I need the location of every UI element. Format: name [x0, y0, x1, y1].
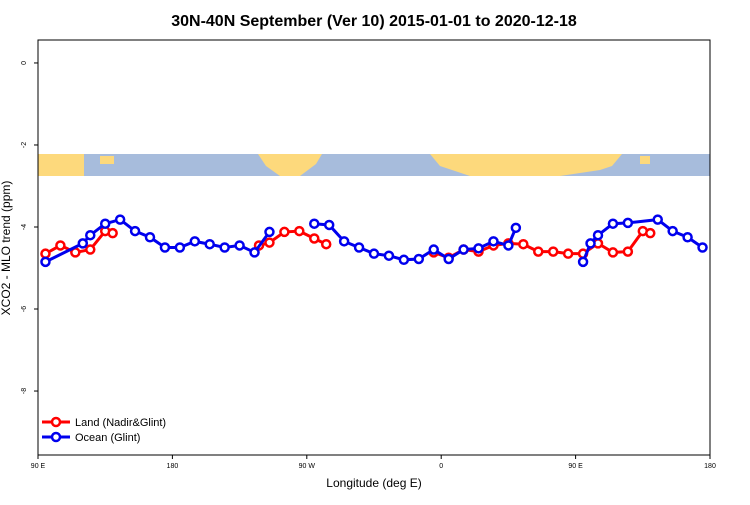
plot-frame — [37, 39, 711, 456]
data-point — [585, 238, 596, 249]
data-point — [55, 240, 66, 251]
data-point — [428, 244, 439, 255]
data-point — [533, 246, 544, 257]
x-tick-label: 180 — [167, 463, 179, 470]
data-point — [323, 219, 335, 231]
data-point — [607, 218, 619, 229]
y-axis-label: XCO2 - MLO trend (ppm) — [0, 181, 13, 316]
data-point — [443, 253, 454, 265]
legend-label: Ocean (Glint) — [75, 432, 140, 444]
map-band — [38, 154, 710, 176]
x-axis-label: Longitude (deg E) — [326, 476, 421, 490]
y-tick-label: -8 — [21, 388, 28, 394]
data-point — [667, 225, 678, 237]
data-point — [204, 238, 215, 250]
chart-title: 30N-40N September (Ver 10) 2015-01-01 to… — [171, 13, 577, 30]
data-point — [129, 225, 141, 237]
data-point — [309, 218, 320, 229]
data-point — [398, 254, 410, 266]
data-point — [144, 231, 156, 243]
data-point — [503, 240, 514, 251]
data-point — [458, 244, 469, 255]
data-point — [592, 229, 604, 241]
y-tick-label: -2 — [21, 142, 28, 148]
data-point — [383, 250, 395, 261]
data-point — [353, 242, 365, 253]
data-point — [40, 248, 51, 259]
data-point — [320, 238, 332, 250]
data-point — [652, 214, 663, 225]
data-point — [99, 218, 111, 229]
x-tick-label: 90 E — [568, 463, 583, 470]
data-point — [40, 256, 51, 268]
data-point — [488, 236, 499, 247]
data-point — [294, 225, 305, 237]
data-point — [189, 236, 201, 247]
data-point — [249, 247, 260, 258]
y-tick-label: -6 — [21, 306, 28, 312]
data-point — [279, 226, 290, 238]
legend-marker — [50, 431, 62, 443]
data-point — [85, 244, 96, 255]
data-point — [77, 238, 89, 249]
data-point — [518, 238, 529, 250]
data-point — [562, 248, 574, 259]
x-tick-label: 0 — [439, 463, 443, 470]
data-point — [219, 242, 230, 253]
y-tick-label: -4 — [21, 224, 28, 230]
data-point — [607, 247, 619, 258]
data-point — [368, 248, 380, 259]
data-point — [510, 222, 522, 234]
data-point — [473, 243, 484, 254]
data-point — [107, 227, 118, 239]
data-point — [413, 253, 425, 265]
data-point — [309, 233, 320, 244]
data-point — [174, 242, 186, 253]
x-tick-label: 90 E — [31, 463, 46, 470]
legend-marker — [50, 416, 62, 428]
data-point — [547, 246, 559, 257]
data-point — [114, 214, 126, 225]
y-tick-label: 0 — [21, 61, 28, 65]
data-point — [622, 246, 634, 257]
data-point — [338, 236, 350, 247]
data-point — [682, 231, 693, 243]
legend-label: Land (Nadir&Glint) — [75, 417, 166, 429]
data-point — [622, 217, 634, 229]
data-point — [234, 240, 245, 251]
data-point — [159, 242, 171, 253]
data-point — [264, 226, 275, 238]
data-point — [264, 237, 275, 248]
data-point — [85, 229, 96, 241]
data-point — [577, 256, 589, 268]
x-tick-label: 90 W — [299, 463, 316, 470]
data-point — [645, 227, 656, 239]
x-tick-label: 180 — [704, 463, 716, 470]
data-point — [697, 242, 708, 253]
